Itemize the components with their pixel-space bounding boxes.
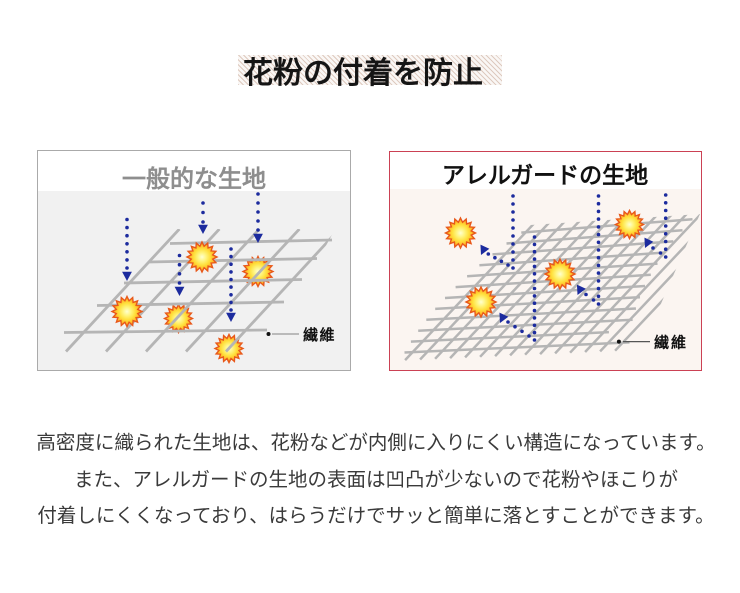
svg-text:繊維: 繊維: [654, 334, 688, 352]
svg-text:繊維: 繊維: [303, 326, 336, 344]
